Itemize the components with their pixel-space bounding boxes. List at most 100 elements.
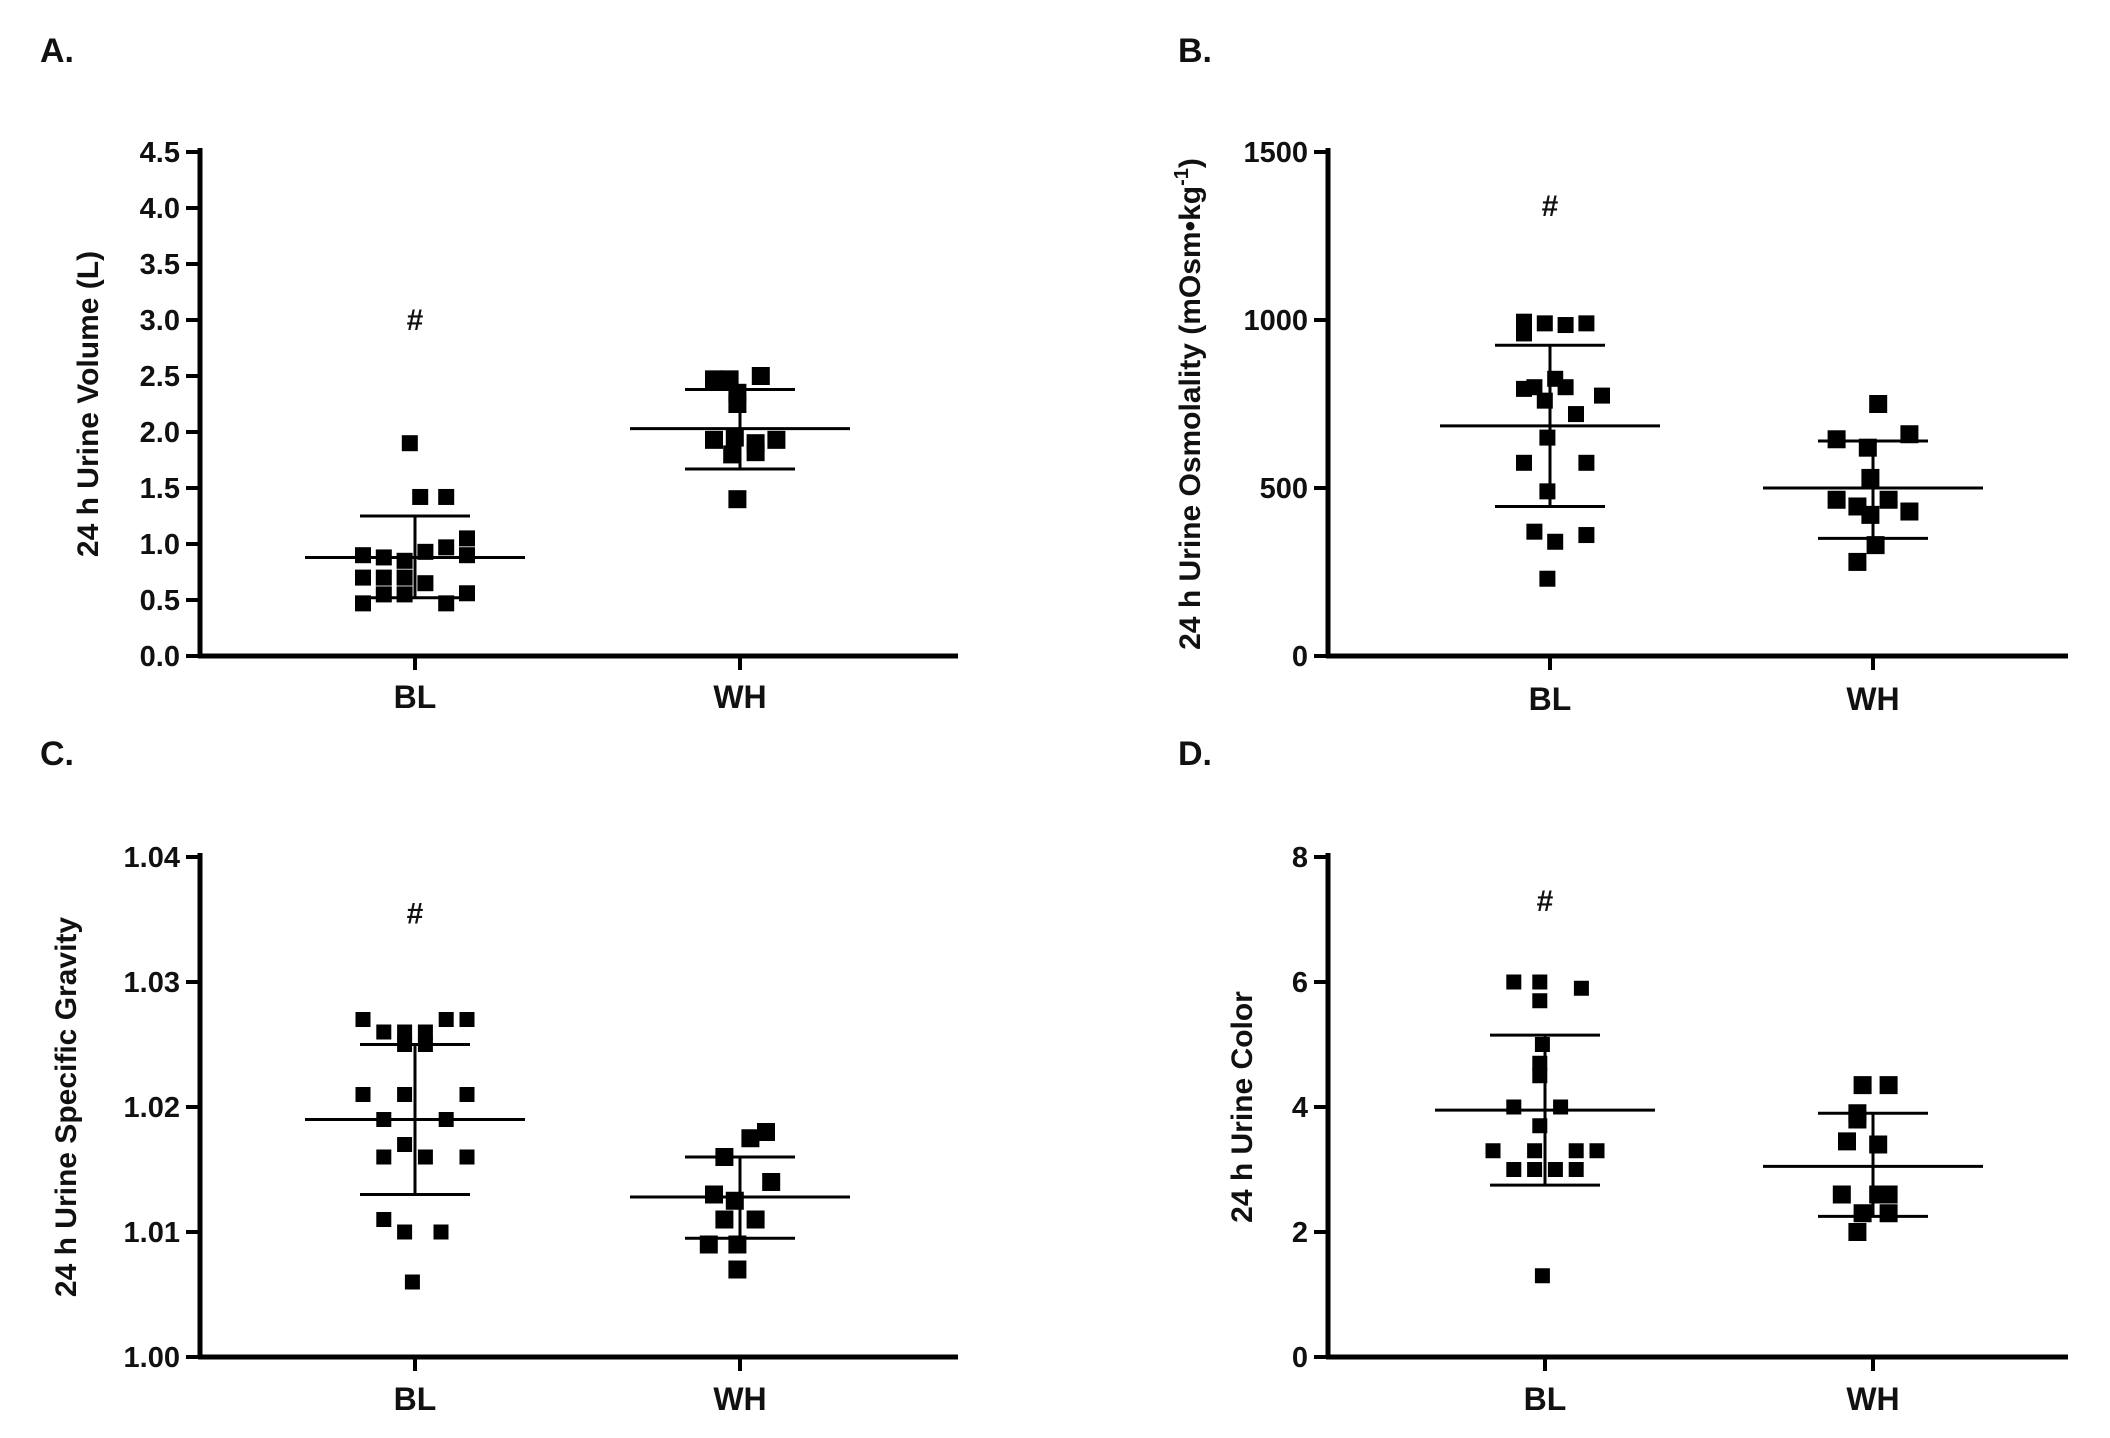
significance-marker: # [1537,885,1554,918]
data-point [1853,1204,1872,1223]
y-tick-label: 0.5 [140,585,180,617]
y-tick-label: 1000 [1243,305,1308,337]
data-point [741,1129,760,1148]
data-point [1578,454,1595,471]
data-point [1578,527,1595,544]
x-tick-label-wh: WH [713,1381,766,1417]
data-point [396,586,413,603]
group-bl [1435,974,1655,1284]
group-wh [630,367,850,509]
data-point [1848,1110,1867,1129]
panel-label: C. [40,735,74,773]
y-tick-label: 1.04 [124,842,180,874]
y-tick-label: 1.5 [140,473,180,505]
x-tick-label-bl: BL [1524,1381,1567,1417]
significance-marker: # [1542,190,1559,223]
data-point [438,488,455,505]
data-point [433,1224,449,1240]
data-point [1848,1223,1867,1241]
data-point [1866,536,1885,555]
data-point [1879,1185,1898,1204]
data-point [1832,1185,1851,1204]
y-axis-title: 24 h Urine Color [1226,991,1259,1223]
data-point [1526,523,1543,540]
y-tick-label: 1500 [1243,137,1308,169]
data-point [757,1123,775,1141]
y-tick-label: 8 [1292,842,1308,874]
data-point [1879,1076,1898,1095]
data-point [1900,502,1919,521]
data-point [1900,425,1919,444]
data-point [746,443,765,462]
data-point [459,547,475,564]
x-tick-label-wh: WH [1846,681,1899,717]
data-point [1573,980,1589,996]
data-point [375,586,392,603]
data-point [404,1274,420,1290]
y-tick-label: 1.03 [124,967,180,999]
panel-label: D. [1178,735,1212,773]
x-tick-label-wh: WH [713,679,766,715]
data-point [762,1173,781,1191]
data-point [1516,325,1532,342]
x-tick-label-bl: BL [394,1381,437,1417]
data-point [1568,1143,1584,1159]
data-point [1861,468,1880,487]
x-tick-label-bl: BL [394,679,437,715]
data-point [417,543,434,560]
y-axis-title-text: 24 h Urine Volume (L) [72,251,105,557]
data-point [355,595,371,612]
data-point [705,430,723,449]
data-point [728,395,747,413]
data-point [1532,974,1548,990]
data-point [751,367,770,385]
data-point [728,1235,747,1254]
data-point [1536,315,1553,332]
data-point [1553,1099,1569,1115]
data-point [1589,1143,1605,1159]
y-tick-label: 2.0 [140,417,180,449]
data-point [438,539,455,556]
y-tick-label: 0.0 [140,641,180,673]
data-point [438,595,455,612]
group-wh [1763,395,1983,571]
panel-c: C. 1.00 1.01 1.02 1.03 1.04 BL WH 24 h Urine Spe… [40,735,958,1417]
x-tick-label-bl: BL [1529,681,1572,717]
data-point [1861,505,1880,524]
data-point [1516,454,1532,471]
group-wh [1763,1076,1983,1241]
y-tick-label: 3.0 [140,305,180,337]
y-tick-label: 0 [1292,641,1308,673]
y-tick-label: 1.0 [140,529,180,561]
data-point [459,1087,475,1102]
data-point [376,1024,392,1040]
data-point [705,1185,723,1204]
data-point [459,530,475,547]
data-point [1506,1099,1522,1115]
y-tick-label: 4.5 [140,137,180,169]
data-point [1532,993,1548,1009]
y-tick-label: 2.5 [140,361,180,393]
panel-label: B. [1178,32,1212,70]
group-bl [305,435,525,612]
data-point [401,435,418,452]
data-point [1534,1268,1550,1284]
data-point [459,1149,475,1165]
x-tick-label-wh: WH [1846,1381,1899,1417]
y-axis-title-text: 24 h Urine Specific Gravity [50,917,83,1297]
data-point [1848,552,1867,571]
data-point [438,1012,454,1027]
data-point [728,1260,747,1279]
y-axis-title-close: ) [1174,158,1207,168]
data-point [397,1137,413,1152]
y-axis-title: 24 h Urine Osmolality (mOsm•kg-1) [1171,158,1207,650]
data-point [1539,483,1556,500]
data-point [1594,387,1610,404]
data-point [1879,1204,1898,1223]
data-point [1578,315,1595,332]
y-axis-title-text: 24 h Urine Color [1226,991,1259,1223]
y-tick-label: 1.01 [124,1217,180,1249]
data-point [1568,406,1584,423]
